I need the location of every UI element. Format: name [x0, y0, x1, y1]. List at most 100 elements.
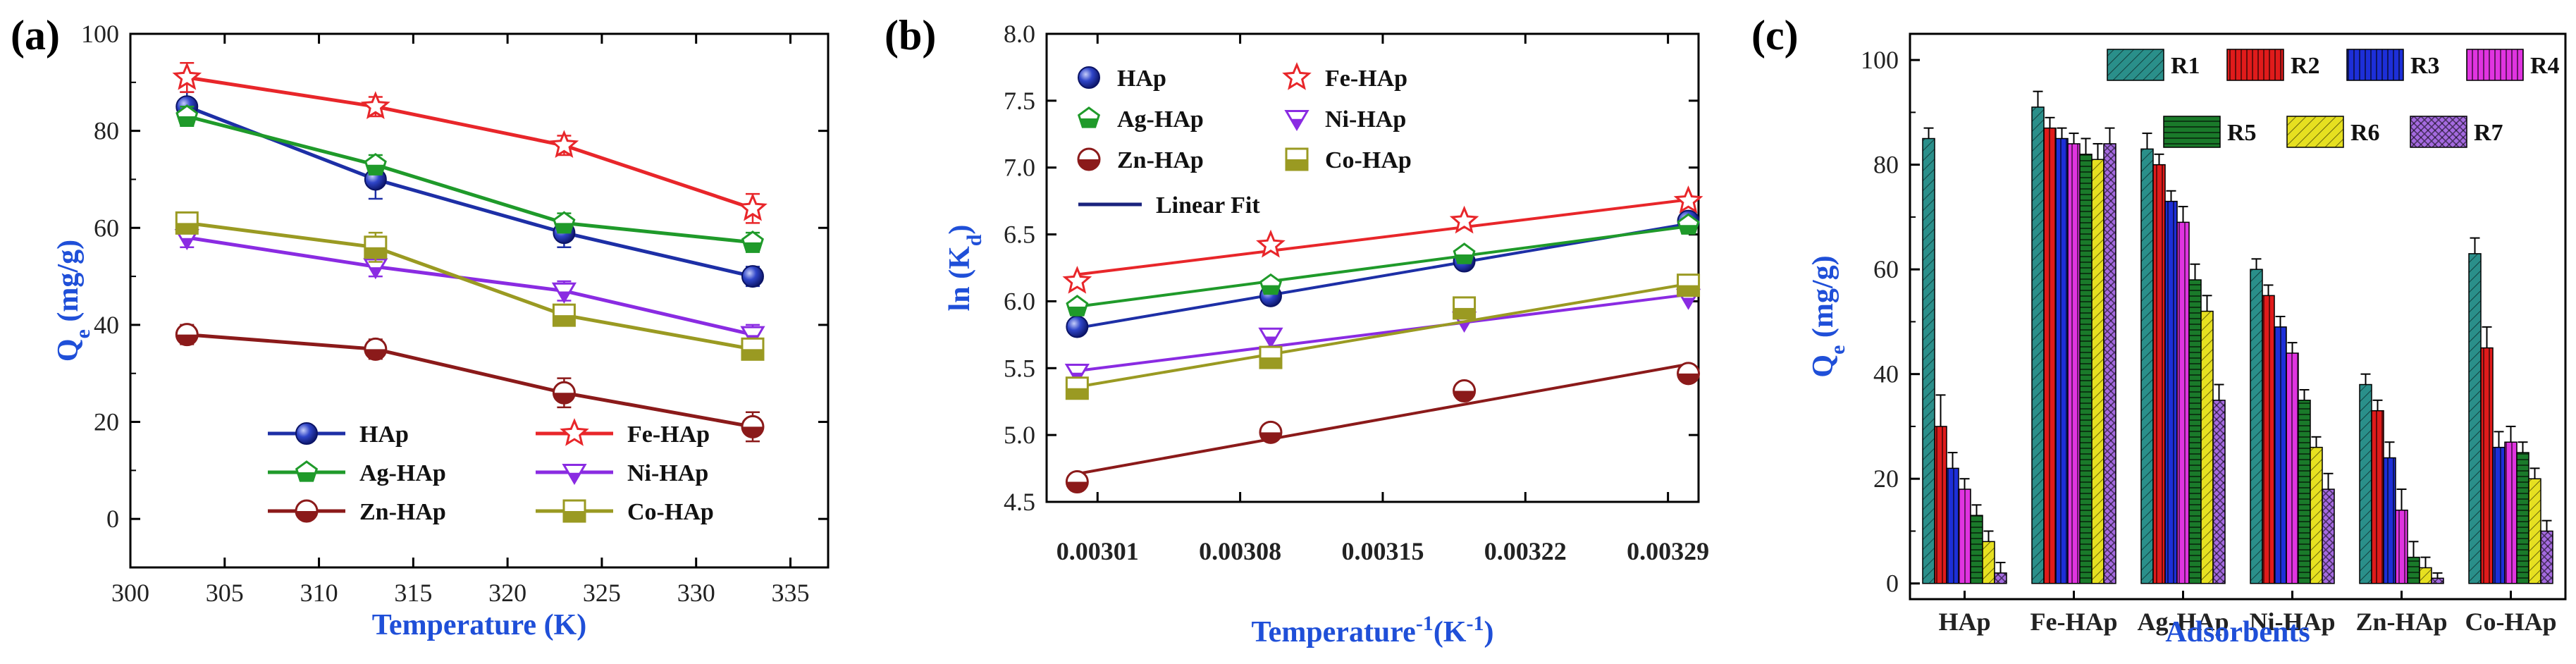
marker-star: [560, 418, 589, 446]
legend-marker: [560, 418, 589, 446]
marker-pentagon-fill: [1678, 225, 1699, 234]
series-HAp: [1066, 209, 1700, 338]
fit-line: [1077, 293, 1689, 373]
marker-circle-fill: [176, 334, 198, 345]
bar-R6-Ag-HAp: [2200, 295, 2214, 584]
data-point: [1258, 327, 1283, 349]
legend-label: R5: [2227, 120, 2257, 146]
x-tick-label: HAp: [1938, 608, 1990, 636]
x-axis-title-tail-sup: -1: [1466, 612, 1484, 635]
bar-R2-Fe-HAp: [2043, 116, 2057, 584]
y-tick-label: 40: [94, 311, 119, 339]
x-axis-title: Adsorbents: [2165, 616, 2310, 648]
legend-label: R4: [2530, 53, 2560, 79]
y-tick-label: 80: [1873, 151, 1899, 179]
bar-pattern: [2360, 384, 2372, 584]
marker-circle-fill: [1453, 391, 1475, 402]
data-point: [364, 152, 387, 175]
marker-star: [172, 61, 202, 90]
x-tick-label: 310: [300, 579, 338, 607]
bar-pattern: [1959, 489, 1971, 584]
data-point: [551, 282, 577, 304]
data-point: [553, 211, 576, 233]
legend-marker: [1078, 66, 1100, 89]
legend-marker: [1284, 110, 1309, 131]
marker-pentagon-fill: [365, 164, 386, 173]
bar-R2-Ag-HAp: [2152, 153, 2166, 584]
legend-fit-label: Linear Fit: [1156, 192, 1260, 219]
marker-sphere: [1066, 315, 1089, 338]
y-tick-label: 6.5: [1004, 221, 1035, 249]
legend-c: R1 R2 R3 R4 R5 R6 R7: [2107, 49, 2560, 148]
data-point: [741, 337, 765, 361]
x-tick-label: 330: [677, 579, 715, 607]
bar-pattern: [2092, 159, 2104, 584]
marker-circle-fill: [364, 349, 386, 360]
marker-star: [549, 130, 579, 158]
bar-pattern: [2080, 154, 2092, 584]
bar-pattern: [2481, 348, 2493, 584]
legend-label: R2: [2291, 53, 2320, 79]
legend-marker: [295, 499, 319, 523]
x-tick-label: Co-HAp: [2465, 608, 2556, 636]
bar-R3-Co-HAp: [2492, 431, 2506, 584]
legend-label: HAp: [1117, 66, 1166, 92]
x-axis-title-tail: (K: [1434, 616, 1467, 648]
bar-R2-Ni-HAp: [2262, 284, 2275, 584]
bar-R4-Zn-HAp: [2395, 488, 2408, 584]
y-axis-title-base: Q: [1807, 355, 1839, 378]
marker-pentagon-fill: [1067, 307, 1087, 316]
bar-R6-Fe-HAp: [2091, 142, 2104, 584]
legend-swatch-pattern: [2347, 49, 2403, 80]
data-point: [364, 235, 388, 259]
bar-pattern: [2529, 479, 2541, 584]
data-point: [1677, 213, 1700, 235]
marker-square-fill: [176, 223, 198, 234]
marker-pentagon-fill: [1260, 285, 1281, 294]
marker-square-fill: [364, 247, 386, 258]
b-plot-frame: [1045, 32, 1700, 503]
bar-R4-HAp: [1958, 478, 1971, 584]
bar-pattern: [2104, 143, 2116, 584]
bar-pattern: [2298, 400, 2310, 584]
x-tick-label: 300: [111, 579, 149, 607]
legend-label: Ni-HAp: [627, 460, 708, 486]
y-axis-title-base: Q: [52, 338, 85, 362]
marker-square-fill: [1286, 159, 1307, 170]
marker-pentagon-fill: [742, 242, 763, 252]
legend-marker: [1077, 147, 1101, 171]
data-point: [1449, 205, 1479, 234]
legend-label: R3: [2410, 53, 2440, 79]
marker-pentagon-fill: [296, 472, 317, 481]
marker-sphere: [741, 265, 764, 288]
marker-circle-fill: [1677, 373, 1699, 384]
bar-pattern: [2189, 280, 2201, 584]
x-axis-title: Temperature-1(K-1): [1252, 612, 1494, 649]
legend-marker: [1282, 62, 1312, 90]
bar-R7-Co-HAp: [2540, 519, 2553, 584]
marker-circle-fill: [553, 393, 575, 404]
bar-pattern: [2056, 138, 2068, 584]
legend-label: R7: [2474, 120, 2503, 146]
series-Zn-HAp: [1065, 362, 1701, 494]
x-tick-label: 325: [583, 579, 621, 607]
bar-R3-Ni-HAp: [2274, 316, 2287, 584]
series-Ni-HAp: [174, 227, 765, 348]
bar-pattern: [1983, 541, 1995, 584]
series-line: [186, 104, 753, 278]
data-point: [549, 130, 579, 158]
bar-R2-Zn-HAp: [2371, 399, 2384, 584]
panel-label-b: (b): [885, 12, 936, 59]
chart-panel-a: (a) 300 305 310 315 320 325 330 335 0 20 40 60 80 100 T…: [11, 12, 830, 641]
data-point: [552, 303, 576, 327]
series-Ag-HAp: [175, 104, 764, 253]
y-axis-title: Qe (mg/g): [52, 240, 94, 362]
data-point: [175, 211, 199, 235]
marker-pentagon-fill: [554, 223, 574, 232]
bar-pattern: [2310, 447, 2322, 584]
y-tick-label: 40: [1873, 360, 1899, 388]
series-HAp: [175, 91, 764, 288]
x-axis-title-close: ): [1484, 616, 1493, 648]
bar-pattern: [2165, 201, 2177, 584]
series-Fe-HAp: [172, 61, 768, 224]
